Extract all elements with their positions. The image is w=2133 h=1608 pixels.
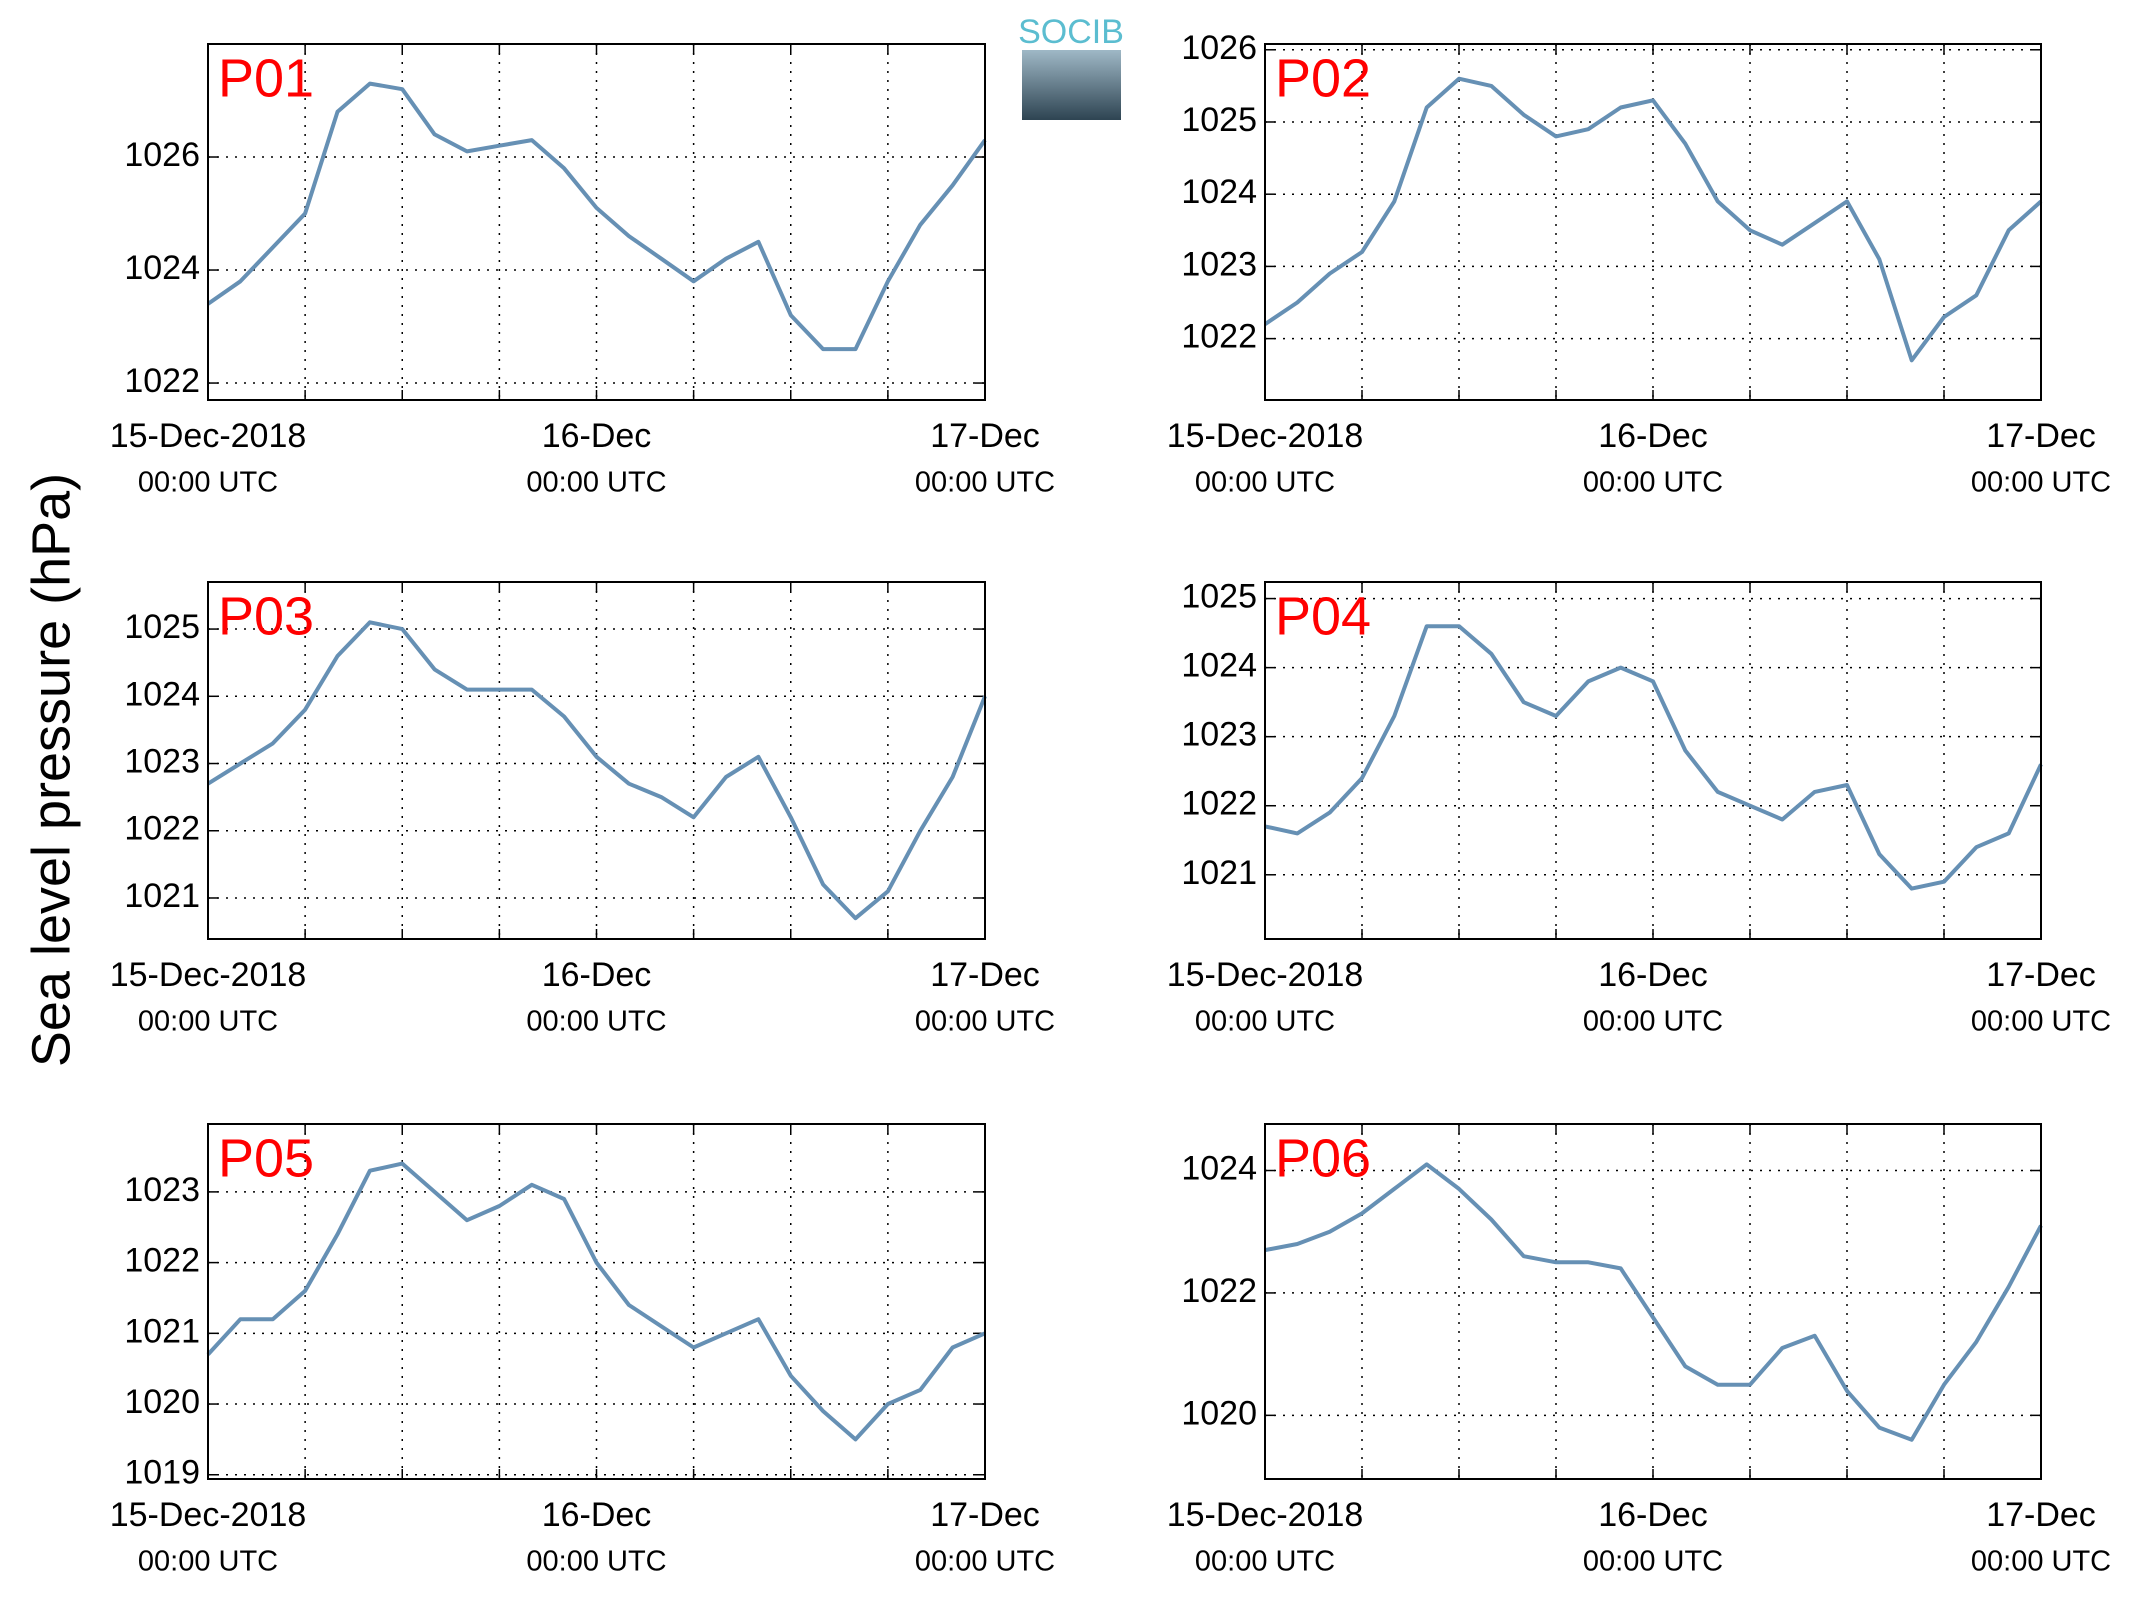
x-tick-sublabel: 00:00 UTC	[915, 1546, 1055, 1578]
y-tick-label: 1023	[1181, 716, 1257, 754]
plot-frame	[1264, 581, 2042, 940]
subplot: 15-Dec-2018 00:00 UTC 16-Dec 00:00 UTC 17-De…	[110, 1123, 1055, 1578]
y-tick-label: 1022	[124, 810, 200, 848]
plot-frame	[207, 43, 986, 401]
x-tick-label: 16-Dec	[1598, 1496, 1708, 1534]
y-tick-label: 1022	[124, 1242, 200, 1280]
subplot-title: P03	[218, 586, 314, 646]
y-tick-label: 1025	[1181, 578, 1257, 616]
data-line	[1263, 76, 2043, 363]
x-tick-sublabel: 00:00 UTC	[915, 1006, 1055, 1038]
x-tick-sublabel: 00:00 UTC	[526, 1546, 666, 1578]
x-tick-label: 16-Dec	[1598, 417, 1708, 455]
x-tick-sublabel: 00:00 UTC	[138, 1546, 278, 1578]
x-tick-sublabel: 00:00 UTC	[1195, 1546, 1335, 1578]
subplot: 15-Dec-2018 00:00 UTC 16-Dec 00:00 UTC 17-De…	[1167, 1123, 2111, 1578]
plot-area	[1265, 1124, 2041, 1479]
x-tick-label: 15-Dec-2018	[1167, 956, 1364, 994]
plot-frame	[207, 581, 986, 940]
x-tick-sublabel: 00:00 UTC	[1195, 1006, 1335, 1038]
y-tick-label: 1026	[124, 136, 200, 174]
plot-area	[208, 1124, 985, 1479]
x-tick-sublabel: 00:00 UTC	[1971, 1006, 2111, 1038]
data-line	[206, 620, 987, 921]
logo: SOCIB	[1018, 13, 1124, 120]
y-tick-label: 1023	[1181, 245, 1257, 283]
y-axis-label: Sea level pressure (hPa)	[21, 473, 81, 1067]
y-tick-label: 1024	[124, 249, 200, 287]
data-line	[1264, 1162, 2043, 1442]
subplot: 15-Dec-2018 00:00 UTC 16-Dec 00:00 UTC 17-De…	[110, 581, 1055, 1038]
x-tick-sublabel: 00:00 UTC	[138, 467, 278, 499]
y-tick-label: 1024	[1181, 1150, 1257, 1188]
x-tick-sublabel: 00:00 UTC	[1583, 1006, 1723, 1038]
y-tick-label: 1022	[1181, 785, 1257, 823]
x-tick-label: 17-Dec	[1986, 1496, 2096, 1534]
y-tick-label: 1026	[1181, 29, 1257, 67]
plot-area	[208, 582, 985, 939]
y-tick-label: 1025	[1181, 101, 1257, 139]
plot-area	[208, 44, 985, 400]
plot-frame	[1264, 43, 2042, 401]
x-tick-label: 15-Dec-2018	[110, 956, 307, 994]
y-tick-label: 1023	[124, 1171, 200, 1209]
y-tick-label: 1024	[1181, 173, 1257, 211]
x-tick-label: 17-Dec	[1986, 956, 2096, 994]
y-tick-label: 1021	[124, 877, 200, 915]
plot-frame	[207, 1123, 986, 1480]
logo-block	[1022, 50, 1121, 120]
x-tick-label: 17-Dec	[930, 1496, 1040, 1534]
subplot-title: P02	[1275, 48, 1371, 108]
x-tick-sublabel: 00:00 UTC	[526, 1006, 666, 1038]
subplot-title: P06	[1275, 1128, 1371, 1188]
logo-text: SOCIB	[1018, 13, 1124, 51]
plot-frame	[1264, 1123, 2042, 1480]
x-tick-sublabel: 00:00 UTC	[1583, 467, 1723, 499]
x-tick-sublabel: 00:00 UTC	[138, 1006, 278, 1038]
data-line	[1264, 624, 2043, 891]
x-tick-label: 17-Dec	[930, 956, 1040, 994]
x-tick-sublabel: 00:00 UTC	[1971, 1546, 2111, 1578]
x-tick-label: 15-Dec-2018	[1167, 417, 1364, 455]
x-tick-label: 16-Dec	[1598, 956, 1708, 994]
data-line	[206, 81, 987, 352]
y-tick-label: 1022	[124, 362, 200, 400]
subplot: 15-Dec-2018 00:00 UTC 16-Dec 00:00 UTC 17-De…	[1167, 29, 2111, 499]
x-tick-sublabel: 00:00 UTC	[1583, 1546, 1723, 1578]
x-tick-sublabel: 00:00 UTC	[915, 467, 1055, 499]
y-tick-label: 1024	[1181, 647, 1257, 685]
x-tick-label: 16-Dec	[542, 417, 652, 455]
y-tick-label: 1025	[124, 608, 200, 646]
y-tick-label: 1019	[124, 1454, 200, 1492]
x-tick-label: 15-Dec-2018	[110, 1496, 307, 1534]
y-tick-label: 1021	[124, 1312, 200, 1350]
subplot: 15-Dec-2018 00:00 UTC 16-Dec 00:00 UTC 17-De…	[1167, 578, 2111, 1038]
subplot-title: P01	[218, 48, 314, 108]
x-tick-sublabel: 00:00 UTC	[1971, 467, 2111, 499]
x-tick-label: 17-Dec	[1986, 417, 2096, 455]
x-tick-label: 15-Dec-2018	[110, 417, 307, 455]
data-line	[206, 1161, 986, 1442]
y-tick-label: 1024	[124, 675, 200, 713]
x-tick-label: 16-Dec	[542, 956, 652, 994]
y-tick-label: 1020	[124, 1383, 200, 1421]
y-tick-label: 1023	[124, 743, 200, 781]
y-tick-label: 1021	[1181, 854, 1257, 892]
y-tick-label: 1022	[1181, 318, 1257, 356]
x-tick-sublabel: 00:00 UTC	[1195, 467, 1335, 499]
subplot-title: P05	[218, 1128, 314, 1188]
subplot: 15-Dec-2018 00:00 UTC 16-Dec 00:00 UTC 17-De…	[110, 43, 1055, 499]
x-tick-sublabel: 00:00 UTC	[526, 467, 666, 499]
y-tick-label: 1020	[1181, 1394, 1257, 1432]
x-tick-label: 17-Dec	[930, 417, 1040, 455]
x-tick-label: 15-Dec-2018	[1167, 1496, 1364, 1534]
x-tick-label: 16-Dec	[542, 1496, 652, 1534]
y-tick-label: 1022	[1181, 1272, 1257, 1310]
subplot-title: P04	[1275, 586, 1371, 646]
